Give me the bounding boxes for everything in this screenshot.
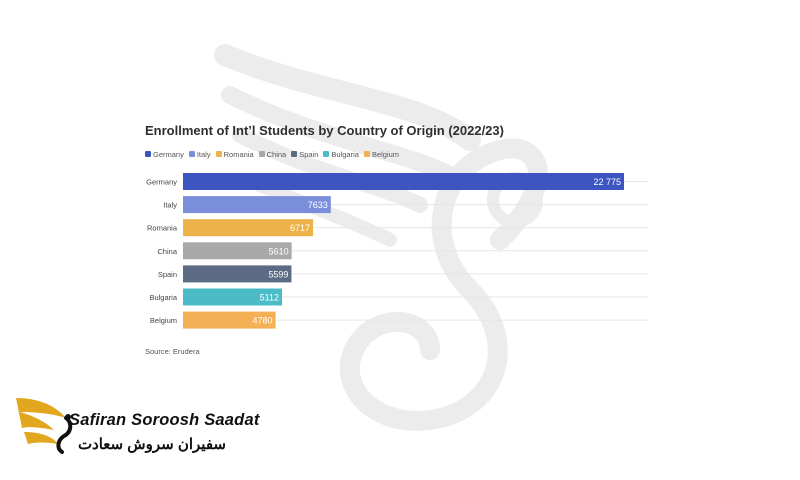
legend-item[interactable]: Spain [291, 150, 318, 159]
category-label: Germany [146, 178, 177, 187]
bar-italy[interactable] [183, 196, 331, 214]
bar-romania[interactable] [183, 219, 314, 237]
logo-name-fa: سفیران سروش سعادت [77, 436, 226, 453]
chart-title: Enrollment of Int’l Students by Country … [145, 123, 504, 138]
bar-spain[interactable] [183, 265, 292, 283]
legend-label: Romania [223, 149, 254, 159]
value-label: 6717 [290, 223, 310, 233]
category-label: Bulgaria [149, 293, 177, 302]
category-label: China [157, 247, 177, 256]
value-label: 22 775 [593, 177, 621, 187]
legend-label: Belgium [371, 149, 400, 159]
value-label: 5599 [268, 269, 288, 279]
legend-swatch [215, 151, 222, 157]
category-label: Italy [163, 201, 177, 210]
legend-item[interactable]: Italy [188, 149, 211, 159]
bar-germany[interactable] [183, 173, 624, 190]
wing-logo-icon [16, 398, 73, 454]
value-label: 5610 [269, 246, 289, 256]
legend-label: Germany [153, 149, 184, 159]
legend-item[interactable]: China [258, 149, 287, 159]
bar-china[interactable] [183, 242, 292, 260]
legend-item[interactable]: Bulgaria [323, 150, 359, 159]
value-label: 4780 [253, 316, 273, 326]
logo-name-en: Safiran Soroosh Saadat [69, 411, 260, 429]
bar-bulgaria[interactable] [183, 288, 282, 306]
legend-swatch [291, 151, 298, 157]
legend-label: Bulgaria [331, 149, 359, 159]
legend-item[interactable]: Belgium [363, 149, 400, 159]
chart-source: Source: Erudera [145, 347, 200, 356]
legend-label: Spain [299, 149, 319, 159]
value-label: 5112 [260, 293, 279, 303]
company-logo: Safiran Soroosh Saadat سفیران سروش سعادت [14, 392, 259, 472]
legend-swatch [323, 151, 330, 157]
category-label: Spain [158, 270, 177, 279]
legend-swatch [188, 151, 195, 157]
chart-legend: Germany Italy Romania China Spain Bulgaria Bel… [145, 148, 399, 160]
legend-swatch [258, 151, 265, 157]
legend-label: Italy [196, 149, 211, 159]
bar-belgium[interactable] [183, 311, 276, 329]
legend-label: China [266, 149, 287, 159]
legend-swatch [145, 151, 151, 157]
value-label: 7633 [308, 200, 328, 210]
category-label: Romania [147, 224, 178, 233]
legend-swatch [363, 151, 370, 157]
category-label: Belgium [150, 316, 177, 325]
legend-item[interactable]: Romania [215, 149, 254, 159]
legend-item[interactable]: Germany [145, 150, 184, 159]
